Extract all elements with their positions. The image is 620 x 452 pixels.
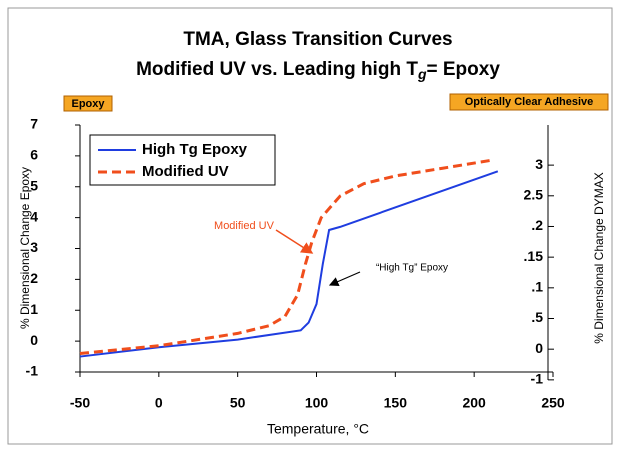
chart-title: TMA, Glass Transition Curves (183, 29, 452, 50)
y2-tick-label: .1 (531, 279, 543, 295)
x-axis-label: Temperature, °C (267, 421, 369, 437)
y2-tick-label: .2 (531, 217, 543, 233)
annotation: “High Tg” Epoxy (376, 263, 448, 274)
line-series (79, 170, 499, 358)
y2-tick-label: .5 (531, 309, 543, 325)
x-tick-label: 200 (462, 395, 486, 411)
y2-tick-label: 3 (535, 156, 543, 172)
y-axis-label: % Dimensional Change Epoxy (18, 167, 32, 329)
tag-box (63, 95, 113, 112)
annotation-arrow (275, 229, 314, 254)
y2-tick-label: 2.5 (524, 187, 544, 203)
line-series (79, 159, 491, 355)
y2-axis-label: % Dimensional Change DYMAX (592, 172, 606, 343)
frame (7, 7, 613, 445)
right-tag: Optically Clear Adhesive (465, 96, 594, 108)
y-tick-label: 2 (30, 270, 38, 286)
x-tick-label: 50 (230, 395, 246, 411)
x-tick-label: -50 (70, 395, 90, 411)
y-tick-label: 1 (30, 301, 38, 317)
legend-label: High Tg Epoxy (142, 141, 248, 158)
y-tick-label: 4 (30, 208, 38, 224)
y2-tick-label: -1 (531, 371, 544, 387)
left-tag: Epoxy (71, 98, 105, 110)
annotation-arrow (328, 271, 361, 287)
x-tick-label: 250 (541, 395, 565, 411)
y2-tick-label: .15 (524, 248, 544, 264)
y-tick-label: -1 (26, 363, 39, 379)
x-tick-label: 150 (384, 395, 408, 411)
x-tick-label: 100 (305, 395, 329, 411)
chart-subtitle: Modified UV vs. Leading high Tg= Epoxy (136, 59, 500, 82)
legend-box (89, 134, 276, 186)
x-tick-label: 0 (155, 395, 163, 411)
y-tick-label: 7 (30, 116, 38, 132)
annotation: Modified UV (214, 220, 275, 232)
legend-label: Modified UV (142, 163, 229, 180)
y-tick-label: 0 (30, 332, 38, 348)
y2-tick-label: 0 (535, 340, 543, 356)
y-tick-label: 5 (30, 177, 38, 193)
y-tick-label: 3 (30, 239, 38, 255)
y-tick-label: 6 (30, 147, 38, 163)
tag-box (449, 93, 609, 111)
